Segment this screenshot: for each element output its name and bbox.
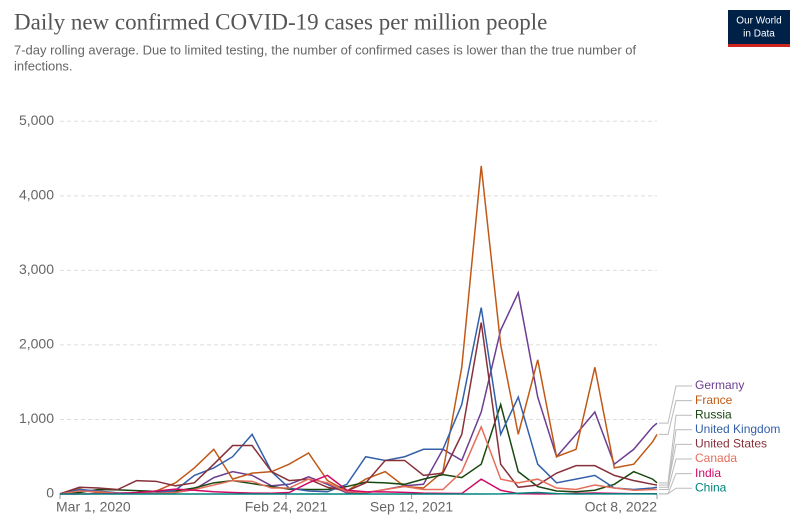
y-tick-label: 0 [46,485,54,501]
y-tick-label: 2,000 [19,336,54,352]
y-tick-label: 1,000 [19,410,54,426]
logo-text: in Data [743,29,775,40]
legend-leader [659,443,692,486]
legend-leader [659,385,692,424]
legend-label: United States [695,437,767,451]
legend-leader [659,458,692,491]
line-series [59,290,658,495]
x-tick-label: Feb 24, 2021 [245,499,328,515]
y-tick-label: 5,000 [19,112,54,128]
subtitle: infections. [14,58,73,73]
chart-title: Daily new confirmed COVID-19 cases per m… [14,9,547,34]
line-series [59,307,658,495]
legend-leader [659,429,692,488]
y-tick-label: 3,000 [19,261,54,277]
x-tick-label: Oct 8, 2022 [585,499,658,515]
legend-label: United Kingdom [695,422,780,436]
y-tick-label: 4,000 [19,187,54,203]
line-series [60,491,657,495]
legend-label: India [695,466,721,480]
line-series [59,322,658,495]
legend-label: Canada [695,451,737,465]
legend-label: China [695,480,727,494]
legend-label: Russia [695,407,732,421]
legend-label: France [695,393,733,407]
line-series [59,165,658,495]
legend-leader [659,473,692,495]
subtitle: 7-day rolling average. Due to limited te… [14,42,637,57]
logo [728,10,790,46]
legend-leader [659,400,692,435]
logo-bar [728,44,790,47]
logo-text: Our World [736,16,781,27]
legend-label: Germany [695,378,744,392]
x-tick-label: Mar 1, 2020 [56,499,131,515]
x-tick-label: Sep 12, 2021 [370,499,454,515]
legend-leader [659,414,692,484]
legend-leader [659,487,692,495]
